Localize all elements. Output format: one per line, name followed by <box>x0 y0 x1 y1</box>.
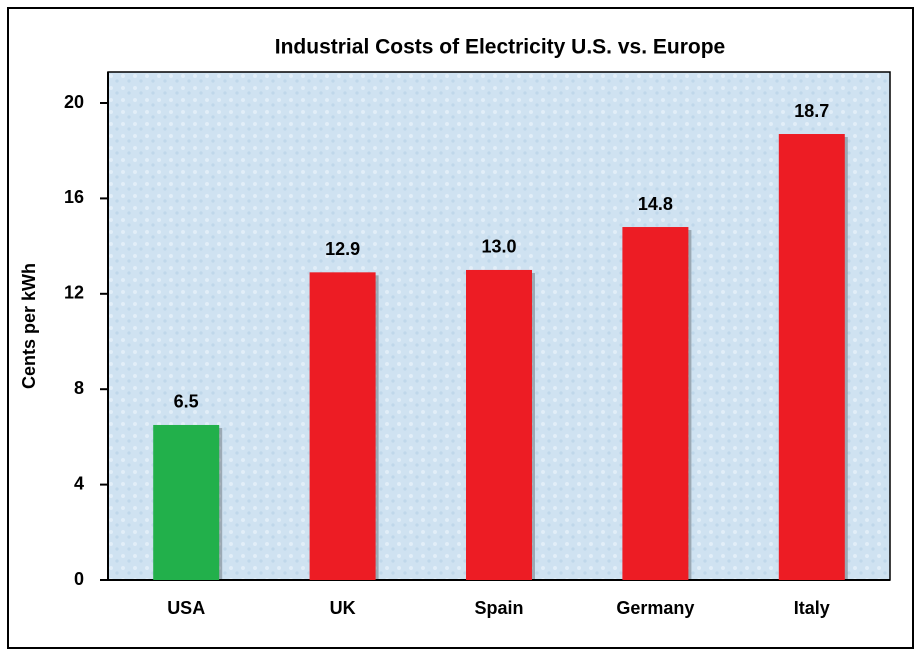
bar <box>466 269 532 580</box>
x-tick-label: UK <box>330 598 356 618</box>
y-tick-label: 16 <box>64 187 84 207</box>
y-tick-label: 20 <box>64 92 84 112</box>
x-tick-label: Spain <box>474 598 523 618</box>
data-label: 12.9 <box>325 239 360 259</box>
x-tick-label: USA <box>167 598 205 618</box>
bar <box>778 134 845 580</box>
data-label: 18.7 <box>794 101 829 121</box>
x-tick-label: Italy <box>794 598 830 618</box>
data-label: 14.8 <box>638 194 673 214</box>
y-tick-label: 8 <box>74 378 84 398</box>
bar <box>309 272 376 580</box>
y-tick-label: 4 <box>74 473 84 493</box>
bar <box>153 424 220 580</box>
x-tick-label: Germany <box>616 598 694 618</box>
data-label: 6.5 <box>174 392 199 412</box>
y-tick-label: 12 <box>64 283 84 303</box>
y-axis-label: Cents per kWh <box>19 263 39 389</box>
data-label: 13.0 <box>481 237 516 257</box>
frame <box>7 7 914 649</box>
y-tick-label: 0 <box>74 569 84 589</box>
chart-title: Industrial Costs of Electricity U.S. vs.… <box>275 36 725 59</box>
bar <box>622 227 689 580</box>
